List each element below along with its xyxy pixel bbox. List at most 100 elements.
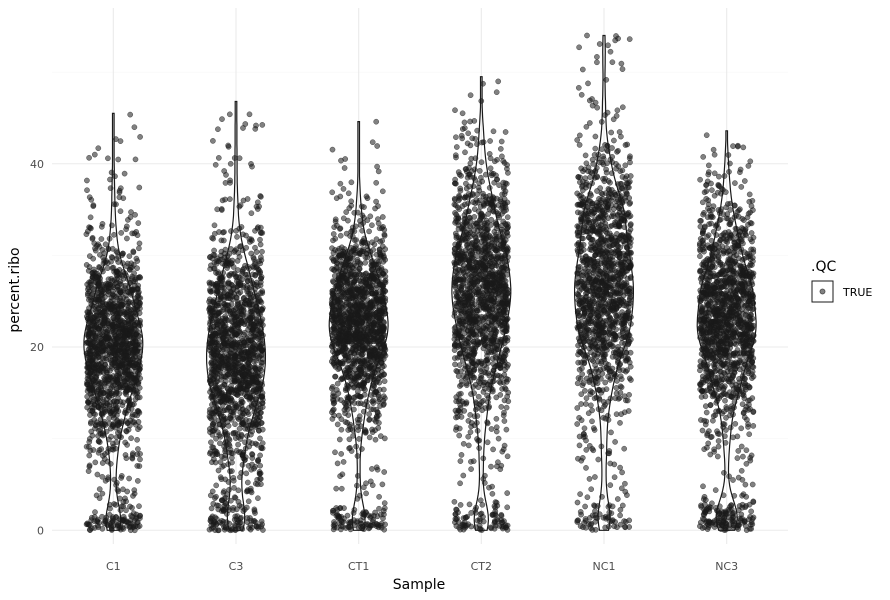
data-point bbox=[210, 348, 217, 355]
data-point bbox=[126, 299, 133, 305]
data-point bbox=[347, 255, 354, 261]
data-point bbox=[253, 327, 260, 334]
data-point bbox=[237, 436, 244, 442]
data-point bbox=[329, 266, 335, 272]
data-point bbox=[348, 338, 355, 344]
data-point bbox=[246, 356, 253, 363]
data-point bbox=[360, 380, 367, 386]
data-point bbox=[98, 236, 105, 242]
data-point bbox=[136, 424, 143, 430]
data-point bbox=[220, 237, 227, 244]
data-point bbox=[373, 179, 380, 186]
data-point bbox=[206, 298, 212, 305]
data-point bbox=[372, 274, 378, 281]
data-point bbox=[467, 92, 474, 99]
data-point bbox=[124, 387, 131, 394]
data-point bbox=[87, 527, 93, 533]
data-point bbox=[116, 194, 123, 201]
data-point bbox=[365, 326, 372, 333]
data-point bbox=[124, 260, 131, 267]
data-point bbox=[257, 282, 264, 289]
data-point bbox=[255, 374, 262, 380]
data-point bbox=[102, 365, 109, 372]
data-point bbox=[213, 516, 220, 522]
data-point bbox=[240, 508, 247, 514]
data-point bbox=[213, 482, 220, 489]
data-point bbox=[236, 274, 243, 281]
data-point bbox=[381, 232, 388, 239]
data-point bbox=[219, 320, 226, 327]
data-point bbox=[207, 517, 214, 524]
data-point bbox=[129, 455, 136, 462]
data-point bbox=[230, 311, 237, 318]
data-point bbox=[359, 333, 365, 340]
data-point bbox=[111, 307, 117, 314]
data-point bbox=[220, 229, 226, 236]
data-point bbox=[245, 498, 252, 505]
data-point bbox=[222, 495, 229, 501]
data-point bbox=[215, 330, 221, 337]
data-point bbox=[359, 311, 366, 318]
data-point bbox=[368, 266, 375, 273]
data-point bbox=[117, 185, 124, 192]
data-point bbox=[83, 443, 90, 450]
data-point bbox=[331, 519, 337, 525]
data-point bbox=[96, 495, 103, 502]
data-point bbox=[366, 228, 372, 235]
data-point bbox=[116, 286, 122, 293]
data-point bbox=[97, 430, 104, 437]
data-point bbox=[381, 526, 388, 533]
data-point bbox=[220, 489, 227, 496]
data-point bbox=[207, 450, 213, 457]
data-point bbox=[101, 314, 108, 321]
data-point bbox=[248, 161, 254, 167]
data-point bbox=[212, 341, 219, 347]
data-point bbox=[219, 315, 226, 322]
data-point bbox=[347, 364, 354, 371]
data-point bbox=[109, 348, 116, 355]
data-point bbox=[330, 398, 337, 404]
data-point bbox=[136, 503, 142, 510]
data-point bbox=[117, 317, 124, 324]
data-point bbox=[342, 404, 349, 411]
data-point bbox=[242, 371, 248, 378]
data-point bbox=[116, 421, 122, 428]
data-point bbox=[122, 452, 129, 458]
data-point bbox=[108, 390, 115, 397]
data-point bbox=[230, 373, 237, 379]
data-point bbox=[109, 384, 115, 391]
data-point bbox=[256, 258, 262, 265]
data-point bbox=[116, 310, 123, 317]
data-point bbox=[130, 249, 137, 256]
data-point bbox=[211, 230, 218, 237]
data-point bbox=[208, 262, 214, 269]
data-point bbox=[101, 322, 108, 328]
data-point bbox=[245, 379, 252, 386]
data-point bbox=[215, 126, 221, 133]
data-point bbox=[361, 484, 367, 491]
data-point bbox=[247, 487, 254, 494]
data-point bbox=[366, 411, 372, 417]
data-point bbox=[243, 244, 250, 251]
data-point bbox=[237, 386, 243, 392]
data-point bbox=[116, 373, 123, 380]
data-point bbox=[95, 438, 102, 445]
data-point bbox=[215, 155, 222, 161]
data-point bbox=[333, 313, 340, 319]
data-point bbox=[121, 170, 128, 177]
data-point bbox=[502, 129, 509, 135]
data-point bbox=[218, 453, 225, 460]
data-point bbox=[356, 277, 362, 284]
data-point bbox=[257, 241, 264, 248]
data-point bbox=[332, 218, 339, 225]
data-point bbox=[329, 409, 335, 416]
data-point bbox=[249, 396, 256, 403]
data-point bbox=[232, 344, 238, 351]
data-point bbox=[227, 446, 234, 453]
data-point bbox=[237, 282, 244, 288]
data-point bbox=[253, 523, 260, 529]
data-point bbox=[225, 302, 232, 309]
data-point bbox=[213, 451, 220, 457]
data-point bbox=[337, 505, 344, 511]
data-point bbox=[92, 334, 99, 341]
